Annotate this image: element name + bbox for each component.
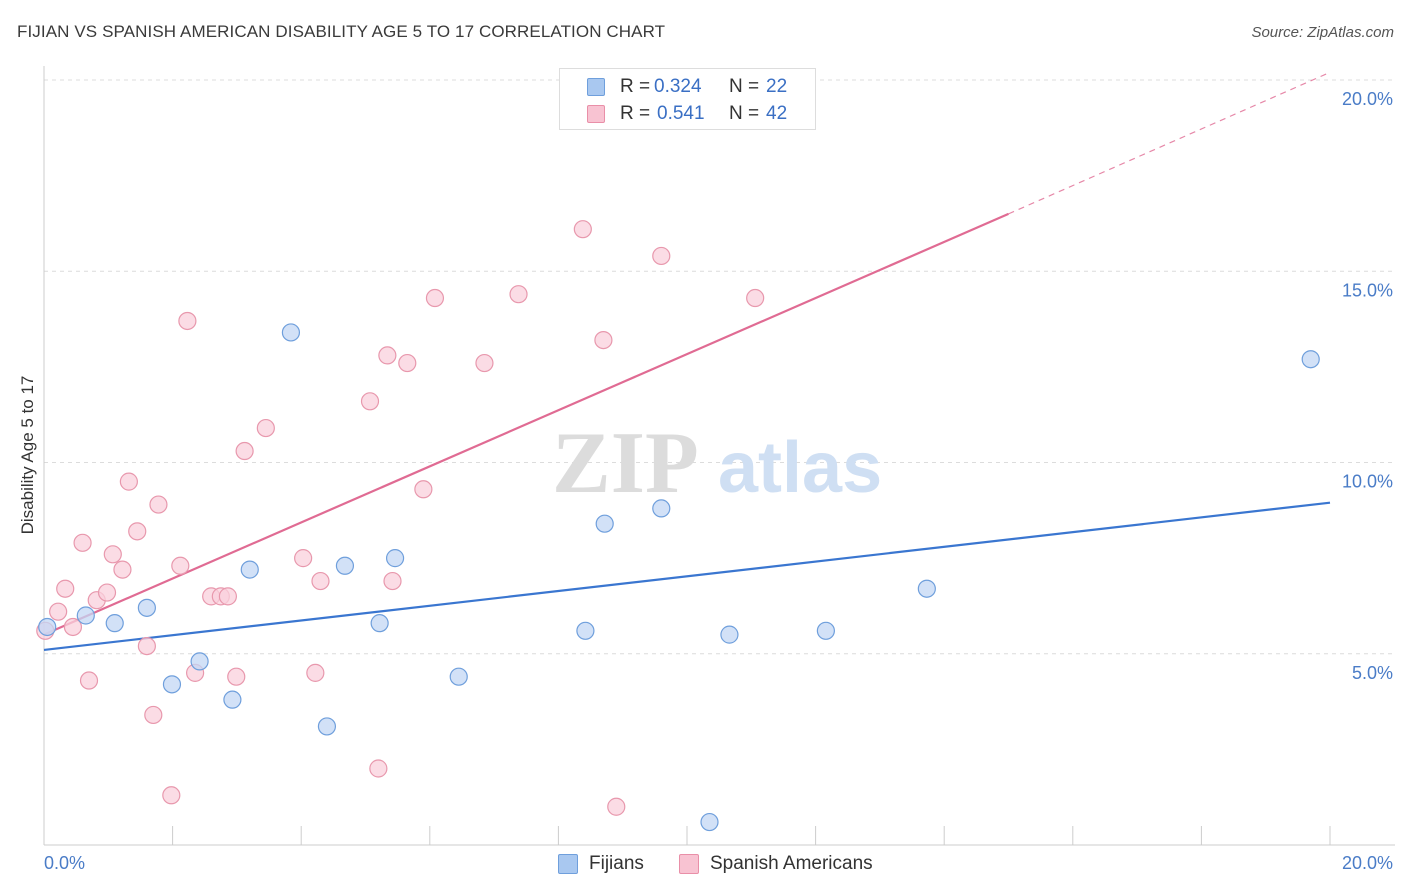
- series-label-fijians: Fijians: [589, 853, 644, 874]
- correlation-legend: R = 0.324 N = 22 R = 0.541 N = 42: [559, 68, 816, 130]
- legend-swatch-spanish-americans: [587, 105, 605, 123]
- legend-swatch-fijians: [587, 78, 605, 96]
- point-spanish-americans: [398, 353, 417, 373]
- point-spanish-americans: [594, 331, 613, 350]
- legend-n-label: N =: [729, 103, 760, 124]
- point-spanish-americans: [178, 311, 197, 331]
- series-label-spanish-americans: Spanish Americans: [710, 853, 873, 874]
- point-spanish-americans: [97, 583, 117, 602]
- point-fijians: [576, 621, 595, 640]
- series-swatch-fijians: [558, 854, 578, 874]
- point-fijians: [38, 617, 57, 637]
- trend-lines: [43, 71, 1331, 652]
- legend-r-value: 0.324: [654, 76, 702, 97]
- point-spanish-americans: [56, 579, 75, 598]
- point-fijians: [105, 614, 124, 633]
- point-spanish-americans: [119, 472, 138, 491]
- point-fijians: [370, 614, 389, 633]
- legend-n-value: 42: [766, 103, 788, 124]
- chart-title: FIJIAN VS SPANISH AMERICAN DISABILITY AG…: [17, 22, 666, 41]
- point-spanish-americans: [128, 522, 147, 541]
- trend-line-spanish-americans-extension: [1008, 71, 1331, 215]
- point-fijians: [240, 560, 259, 579]
- watermark-zip: ZIP: [552, 415, 699, 512]
- point-fijians: [449, 667, 468, 686]
- point-spanish-americans: [79, 671, 99, 690]
- point-fijians: [385, 549, 405, 568]
- point-spanish-americans: [256, 418, 275, 438]
- point-fijians: [700, 812, 719, 832]
- x-tick-label: 20.0%: [1342, 853, 1393, 873]
- legend-n-value: 22: [766, 76, 788, 97]
- point-fijians: [281, 323, 301, 342]
- x-tick-label: 0.0%: [44, 853, 85, 873]
- point-fijians: [917, 579, 936, 598]
- point-spanish-americans: [144, 705, 163, 725]
- point-spanish-americans: [607, 797, 626, 816]
- point-fijians: [190, 652, 209, 671]
- watermark-atlas: atlas: [718, 428, 882, 508]
- point-fijians: [335, 556, 355, 575]
- tick-labels: 5.0% 10.0% 15.0% 20.0% 0.0% 20.0%: [44, 89, 1393, 873]
- legend-n-label: N =: [729, 76, 760, 97]
- point-fijians: [652, 499, 671, 518]
- point-spanish-americans: [306, 663, 325, 682]
- point-spanish-americans: [414, 480, 433, 499]
- point-spanish-americans: [360, 392, 380, 411]
- point-spanish-americans: [235, 441, 254, 461]
- point-spanish-americans: [369, 759, 388, 778]
- point-spanish-americans: [218, 587, 237, 606]
- legend-r-value: 0.541: [657, 103, 705, 124]
- point-fijians: [76, 606, 95, 625]
- point-spanish-americans: [652, 246, 671, 266]
- point-spanish-americans: [573, 220, 592, 239]
- point-fijians: [595, 514, 614, 533]
- point-spanish-americans: [137, 636, 156, 656]
- point-spanish-americans: [383, 571, 402, 591]
- point-spanish-americans: [103, 545, 122, 564]
- point-spanish-americans: [162, 786, 181, 805]
- point-fijians: [816, 621, 835, 640]
- trend-line-spanish-americans: [43, 212, 1009, 636]
- point-fijians: [720, 625, 739, 644]
- y-tick-label: 10.0%: [1342, 472, 1393, 492]
- legend-r-label: R =: [620, 103, 651, 124]
- point-spanish-americans: [63, 617, 83, 637]
- source-credit: Source: ZipAtlas.com: [1251, 24, 1394, 41]
- data-points: [36, 220, 1320, 832]
- point-spanish-americans: [311, 571, 330, 591]
- point-fijians: [317, 717, 337, 736]
- axes: [43, 66, 1395, 846]
- point-spanish-americans: [425, 288, 445, 308]
- y-tick-label: 15.0%: [1342, 280, 1393, 300]
- point-spanish-americans: [294, 549, 313, 568]
- legend-r-label: R =: [620, 76, 651, 97]
- point-spanish-americans: [171, 556, 190, 575]
- point-spanish-americans: [149, 495, 168, 514]
- y-tick-label: 20.0%: [1342, 89, 1393, 109]
- point-fijians: [223, 690, 242, 709]
- point-spanish-americans: [73, 533, 92, 552]
- point-spanish-americans: [746, 288, 765, 308]
- series-swatch-spanish-americans: [679, 854, 699, 874]
- trend-line-fijians: [43, 501, 1331, 652]
- point-spanish-americans: [227, 667, 246, 686]
- watermark: ZIP atlas: [552, 415, 882, 512]
- point-fijians: [137, 598, 156, 617]
- point-spanish-americans: [475, 353, 494, 373]
- point-fijians: [1301, 350, 1320, 369]
- y-tick-label: 5.0%: [1352, 663, 1393, 683]
- point-spanish-americans: [378, 346, 397, 365]
- point-spanish-americans: [113, 560, 132, 579]
- point-spanish-americans: [509, 285, 528, 304]
- point-fijians: [162, 675, 182, 694]
- point-spanish-americans: [49, 602, 68, 621]
